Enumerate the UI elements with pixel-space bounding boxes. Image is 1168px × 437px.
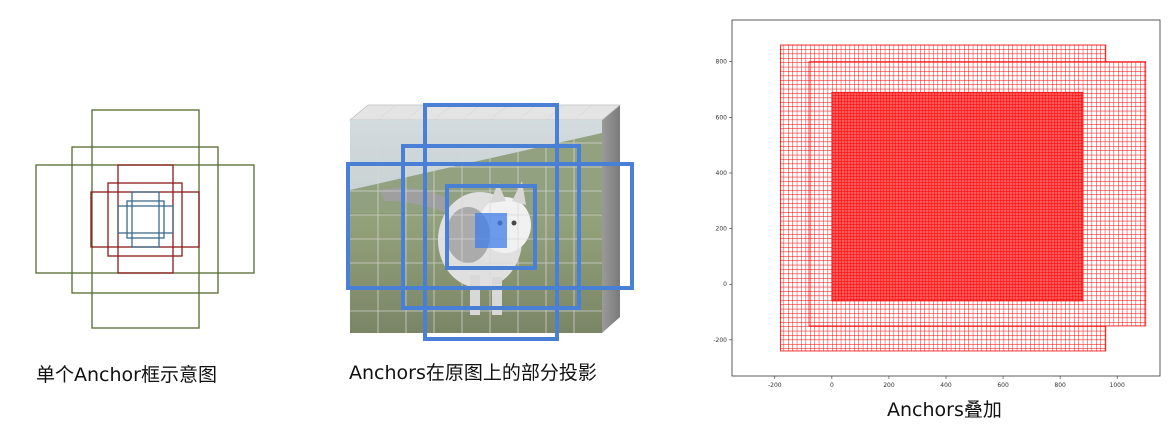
anchor-box-small-tall bbox=[131, 191, 160, 248]
x-tick-label: 0 bbox=[830, 382, 834, 389]
y-tick-label: 200 bbox=[716, 226, 728, 233]
x-tick-label: 600 bbox=[997, 382, 1009, 389]
x-tick-label: 800 bbox=[1054, 382, 1066, 389]
projected-anchor-tall bbox=[423, 103, 559, 341]
projected-anchor-small bbox=[445, 184, 537, 270]
anchor-box-small-wide bbox=[117, 205, 174, 234]
anchor-box-small-square bbox=[126, 200, 165, 239]
anchor-box-medium-wide bbox=[90, 191, 200, 248]
y-tick-label: 0 bbox=[723, 281, 727, 288]
y-tick-label: 400 bbox=[716, 170, 728, 177]
anchors-overlay-panel: -200 0 200 400 600 800 1000 800 600 400 200 0 -200 bbox=[700, 14, 1165, 394]
single-anchor-caption: 单个Anchor框示意图 bbox=[36, 364, 217, 386]
projected-anchor-square bbox=[401, 144, 581, 310]
anchors-on-image-diagram bbox=[346, 103, 634, 341]
anchor-box-large-square bbox=[71, 146, 219, 294]
single-anchor-panel bbox=[30, 100, 265, 335]
anchor-box-large-wide bbox=[35, 164, 255, 274]
anchors-overlay-caption: Anchors叠加 bbox=[887, 399, 1002, 421]
y-tick-label: 600 bbox=[716, 114, 728, 121]
y-tick-label: -200 bbox=[713, 337, 727, 344]
x-tick-label: 1000 bbox=[1110, 382, 1125, 389]
x-tick-label: 400 bbox=[940, 382, 952, 389]
anchors-on-image-caption: Anchors在原图上的部分投影 bbox=[349, 362, 597, 384]
anchor-box-medium-tall bbox=[117, 164, 174, 274]
anchors-overlay-plot: -200 0 200 400 600 800 1000 800 600 400 200 0 -200 bbox=[713, 19, 1161, 389]
x-tick-label: -200 bbox=[768, 382, 782, 389]
x-tick-label: 200 bbox=[883, 382, 895, 389]
y-tick-label: 800 bbox=[716, 59, 728, 66]
projected-anchor-wide bbox=[346, 162, 634, 290]
anchors-on-image-panel bbox=[340, 95, 640, 345]
anchor-region-inner bbox=[831, 91, 1084, 302]
center-cell-highlight bbox=[475, 213, 507, 248]
single-anchor-diagram bbox=[35, 109, 255, 329]
anchor-box-medium-square bbox=[107, 182, 183, 257]
